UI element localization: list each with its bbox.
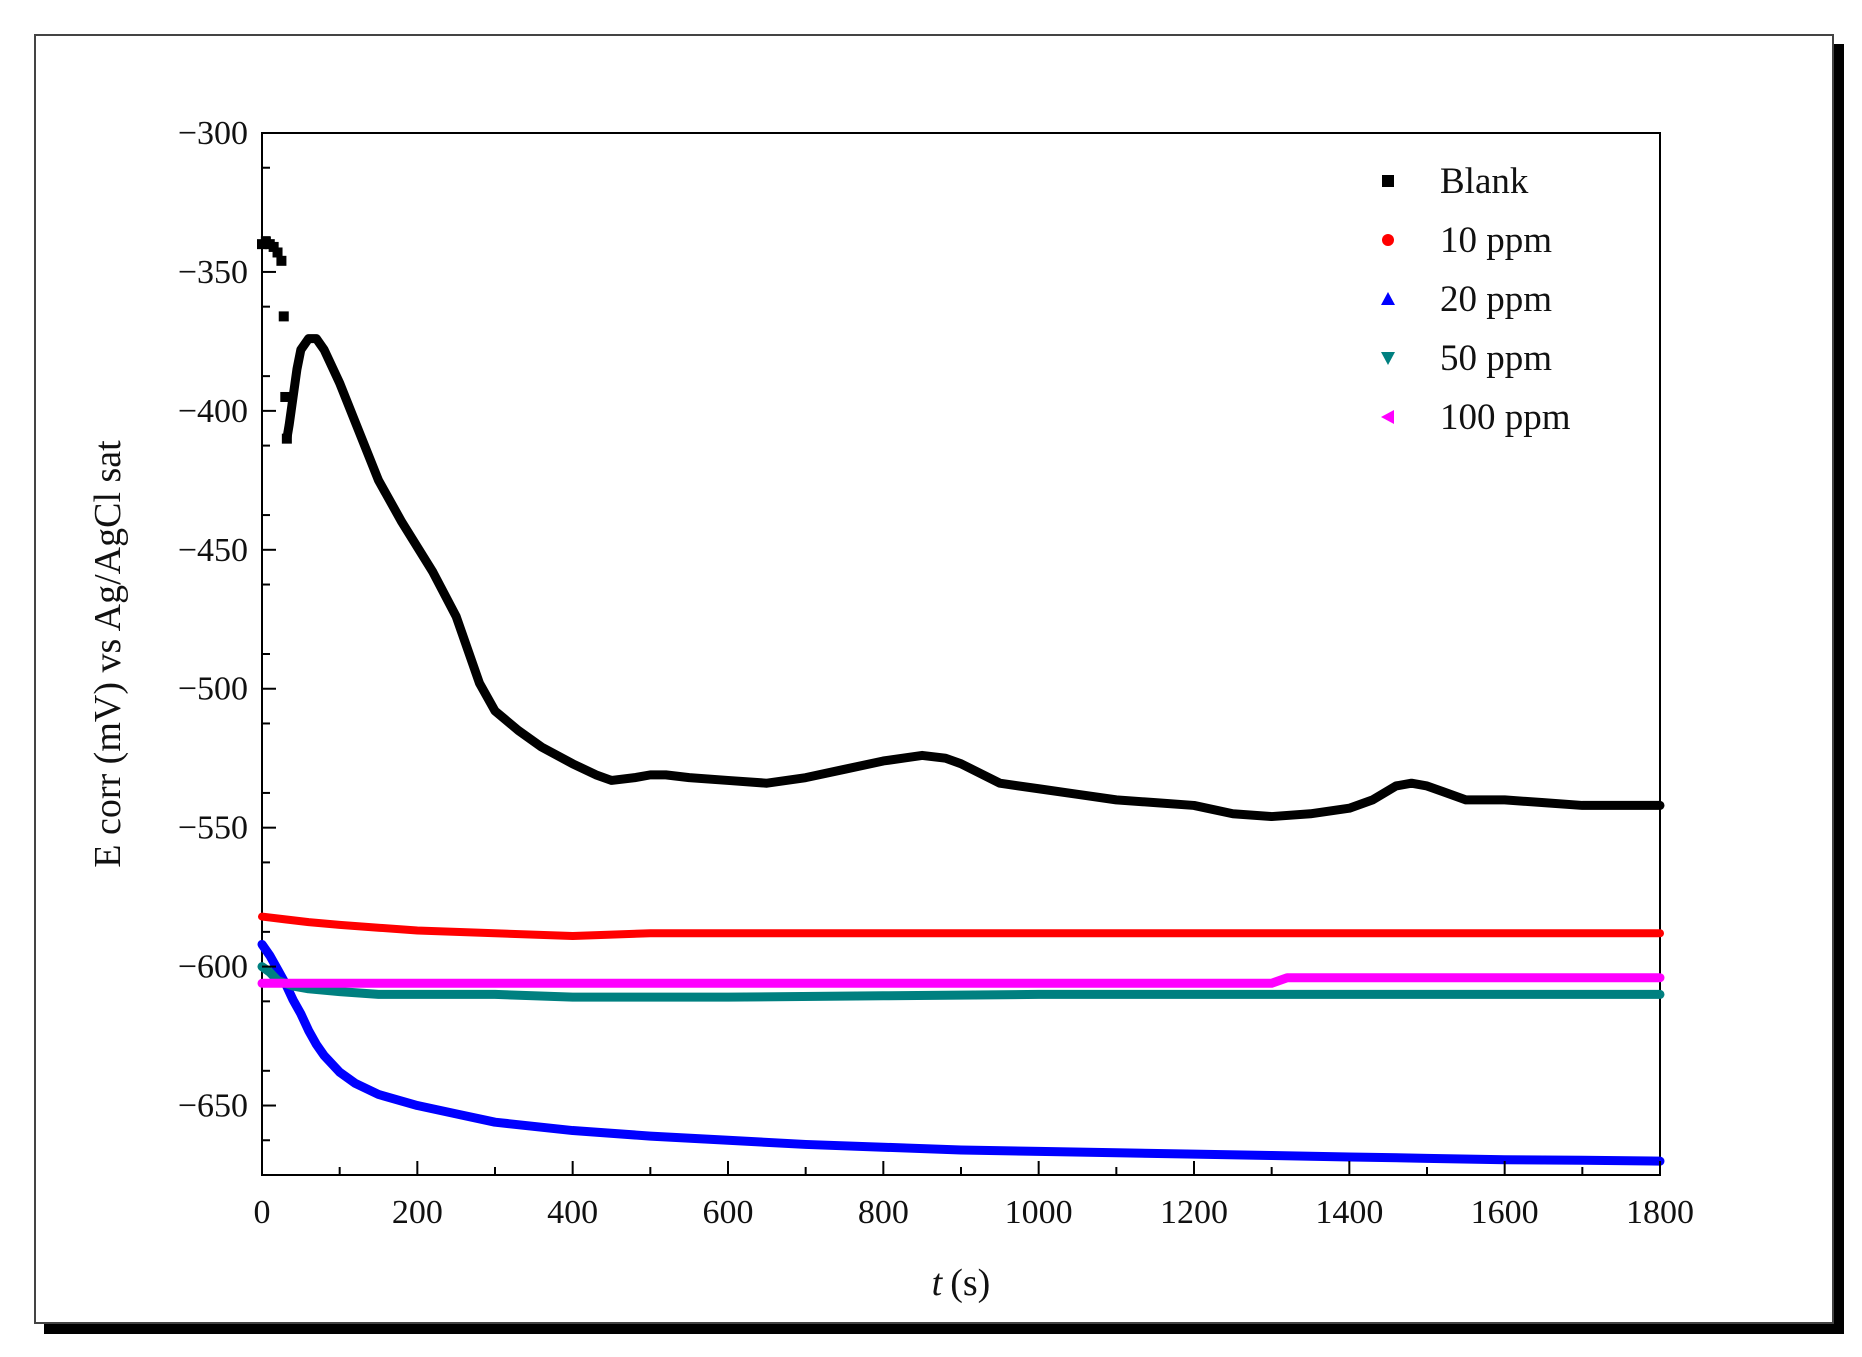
- x-tick-label: 1600: [1471, 1194, 1539, 1231]
- legend-item: 50 ppm: [1381, 338, 1552, 379]
- data-point: [276, 255, 287, 266]
- legend-marker: [1382, 234, 1394, 246]
- series-line: [257, 939, 1665, 1166]
- series-layer: [257, 236, 1665, 1166]
- legend-item: 20 ppm: [1381, 279, 1552, 320]
- data-point: [280, 391, 291, 402]
- legend-label: 50 ppm: [1440, 338, 1552, 379]
- figure-frame: [34, 34, 1834, 1324]
- x-tick-label: 0: [254, 1194, 271, 1231]
- legend-marker: [1381, 410, 1394, 424]
- x-tick-label: 1400: [1315, 1194, 1383, 1231]
- x-tick-label: 1800: [1626, 1194, 1694, 1231]
- x-tick-label: 600: [703, 1194, 754, 1231]
- y-axis-title: E corr (mV) vs Ag/AgCl sat: [87, 440, 129, 868]
- y-tick-label: −400: [178, 393, 248, 430]
- x-tick-label: 200: [392, 1194, 443, 1231]
- x-axis-ticks: 0 200 400 600 800 1000 1200 1400 1600 1800: [254, 1161, 1694, 1231]
- y-tick-label: −500: [178, 671, 248, 708]
- x-tick-label: 1000: [1005, 1194, 1073, 1231]
- y-tick-label: −550: [178, 810, 248, 847]
- y-tick-label: −650: [178, 1088, 248, 1125]
- series-blank: [257, 236, 1665, 822]
- y-tick-label: −300: [178, 115, 248, 152]
- legend-item: 100 ppm: [1381, 397, 1571, 438]
- x-axis-title: t (s): [932, 1262, 991, 1304]
- legend-item: Blank: [1382, 161, 1529, 202]
- legend-label: 100 ppm: [1440, 397, 1571, 438]
- y-axis-ticks: −300 −350 −400 −450 −500 −550 −600 −650: [178, 115, 276, 1142]
- y-tick-label: −600: [178, 949, 248, 986]
- series-line: [258, 912, 1664, 941]
- data-point: [268, 241, 279, 252]
- legend-item: 10 ppm: [1382, 220, 1552, 261]
- y-tick-label: −350: [178, 254, 248, 291]
- x-tick-label: 400: [547, 1194, 598, 1231]
- legend-marker: [1381, 292, 1395, 305]
- legend: Blank 10 ppm 20 ppm 50 ppm 100 ppm: [1381, 161, 1571, 438]
- series-10-ppm: [258, 912, 1664, 941]
- x-tick-label: 1200: [1160, 1194, 1228, 1231]
- legend-label: 10 ppm: [1440, 220, 1552, 261]
- y-tick-label: −450: [178, 532, 248, 569]
- series-line: [282, 334, 1665, 822]
- series-100-ppm: [257, 973, 1665, 988]
- data-point: [272, 247, 283, 258]
- legend-label: 20 ppm: [1440, 279, 1552, 320]
- data-point: [278, 311, 289, 322]
- legend-marker: [1382, 175, 1394, 187]
- legend-marker: [1381, 352, 1395, 365]
- series-line: [257, 973, 1665, 988]
- legend-label: Blank: [1440, 161, 1529, 202]
- x-tick-label: 800: [858, 1194, 909, 1231]
- series-20-ppm: [257, 939, 1665, 1166]
